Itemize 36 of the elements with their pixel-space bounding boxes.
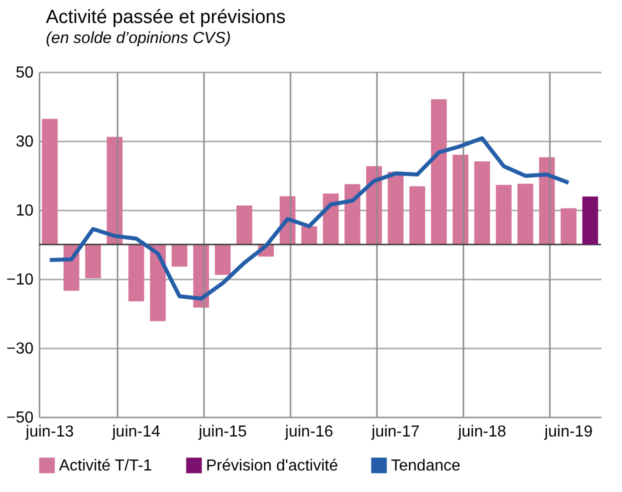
bar <box>496 184 512 244</box>
y-tick-label: 10 <box>16 202 34 220</box>
bar <box>214 244 231 275</box>
bar <box>582 196 598 244</box>
bar <box>172 244 188 267</box>
y-tick-label: −10 <box>6 272 34 288</box>
x-tick-label: juin-15 <box>198 424 247 440</box>
x-tick-label: juin-16 <box>284 424 334 440</box>
chart-title: Activité passée et prévisions <box>46 7 286 28</box>
legend-label: Tendance <box>391 457 460 474</box>
bar <box>430 99 447 244</box>
bar <box>560 208 576 244</box>
x-tick-label: juin-19 <box>544 424 593 440</box>
bar <box>301 226 318 244</box>
bar <box>452 154 468 244</box>
bar <box>42 118 58 244</box>
chart-subtitle: (en solde d’opinions CVS) <box>46 30 231 47</box>
y-tick-label: −30 <box>6 340 34 358</box>
line-series <box>48 136 571 301</box>
x-tick-label: juin-13 <box>24 424 74 440</box>
bar <box>128 244 144 302</box>
x-tick-label: juin-18 <box>457 424 506 440</box>
bar <box>85 244 101 278</box>
bar <box>388 172 404 244</box>
x-tick-label: juin-14 <box>111 424 160 440</box>
bar <box>150 244 166 322</box>
bar <box>474 161 490 244</box>
bar <box>236 206 252 244</box>
bar <box>409 186 426 244</box>
legend-label: Prévision d'activité <box>206 457 338 474</box>
bar <box>517 184 534 244</box>
y-tick-label: 50 <box>16 64 34 82</box>
x-tick-label: juin-17 <box>370 424 420 440</box>
legend-label: Activité T/T-1 <box>59 457 152 474</box>
y-tick-label: 30 <box>16 134 34 150</box>
bar <box>344 184 360 244</box>
